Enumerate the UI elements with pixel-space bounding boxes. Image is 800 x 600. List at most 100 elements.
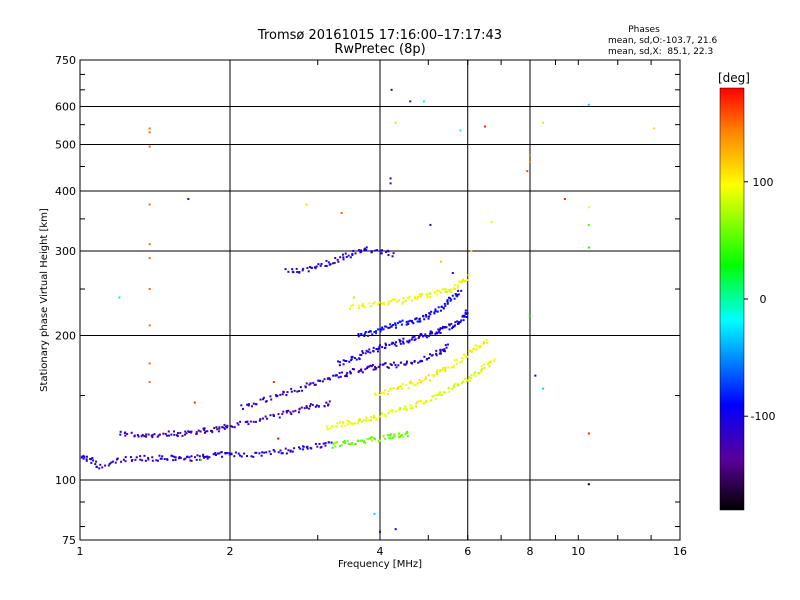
trace-point xyxy=(381,346,384,349)
trace-point xyxy=(247,403,250,406)
trace-point xyxy=(397,364,400,367)
trace-point xyxy=(454,292,457,295)
trace-point xyxy=(363,334,366,337)
trace-point xyxy=(328,400,331,403)
trace-point xyxy=(309,403,312,406)
trace-point xyxy=(406,430,409,433)
trace-point xyxy=(308,383,311,386)
trace-point xyxy=(203,428,206,431)
trace-point xyxy=(378,301,381,304)
trace-point xyxy=(171,455,174,458)
trace-point xyxy=(314,443,317,446)
trace-point xyxy=(414,296,417,299)
trace-point xyxy=(328,377,331,380)
trace-point xyxy=(345,373,348,376)
trace-point xyxy=(361,304,364,307)
trace-point xyxy=(358,369,361,372)
trace-point xyxy=(278,416,281,419)
trace-point xyxy=(223,427,226,430)
trace-point xyxy=(325,259,328,262)
trace-point xyxy=(216,452,219,455)
trace-point xyxy=(334,442,337,445)
trace-point xyxy=(353,368,356,371)
trace-point xyxy=(452,287,455,290)
trace-point xyxy=(373,330,376,333)
trace-point xyxy=(364,306,367,309)
trace-point xyxy=(366,367,369,370)
trace-point xyxy=(349,370,352,373)
trace-point xyxy=(466,355,469,358)
trace-point xyxy=(197,429,200,432)
trace-point xyxy=(298,390,301,393)
trace-point xyxy=(111,460,114,463)
trace-point xyxy=(450,298,453,301)
trace-point xyxy=(429,330,432,333)
trace-point xyxy=(411,336,414,339)
trace-point xyxy=(414,338,417,341)
scatter-point xyxy=(409,100,412,103)
trace-point xyxy=(344,424,347,427)
trace-point xyxy=(444,369,447,372)
trace-point xyxy=(220,451,223,454)
trace-point xyxy=(402,435,405,438)
trace-point xyxy=(397,299,400,302)
trace-point xyxy=(411,321,414,324)
trace-point xyxy=(453,359,456,362)
trace-point xyxy=(173,430,176,433)
trace-point xyxy=(344,252,347,255)
trace-point xyxy=(147,433,150,436)
trace-point xyxy=(418,293,421,296)
trace-point xyxy=(348,360,351,363)
trace-point xyxy=(364,442,367,445)
trace-point xyxy=(370,305,373,308)
trace-point xyxy=(325,425,328,428)
trace-point xyxy=(314,383,317,386)
scatter-point xyxy=(340,212,343,215)
trace-point xyxy=(368,419,371,422)
trace-point xyxy=(376,347,379,350)
trace-point xyxy=(439,391,442,394)
trace-point xyxy=(428,315,431,318)
trace-point xyxy=(486,341,489,344)
trace-point xyxy=(193,456,196,459)
trace-point xyxy=(203,427,206,430)
trace-point xyxy=(466,312,469,315)
trace-point xyxy=(419,381,422,384)
trace-point xyxy=(285,411,288,414)
trace-point xyxy=(438,289,441,292)
scatter-point xyxy=(390,88,393,91)
trace-point xyxy=(444,325,447,328)
trace-point xyxy=(464,312,467,315)
trace-point xyxy=(474,375,477,378)
trace-point xyxy=(317,379,320,382)
trace-point xyxy=(405,320,408,323)
trace-point xyxy=(309,405,312,408)
trace-point xyxy=(453,297,456,300)
trace-point xyxy=(177,457,180,460)
trace-point xyxy=(387,301,390,304)
trace-point xyxy=(436,370,439,373)
trace-point xyxy=(317,263,320,266)
trace-point xyxy=(401,302,404,305)
trace-point xyxy=(418,400,421,403)
trace-point xyxy=(269,395,272,398)
trace-point xyxy=(361,350,364,353)
trace-point xyxy=(352,423,355,426)
trace-point xyxy=(380,328,383,331)
trace-point xyxy=(366,334,369,337)
scatter-point xyxy=(305,203,308,206)
scatter-point xyxy=(148,324,151,327)
trace-point xyxy=(430,354,433,357)
trace-point xyxy=(384,344,387,347)
trace-point xyxy=(437,328,440,331)
trace-point xyxy=(290,390,293,393)
trace-point xyxy=(345,256,348,259)
trace-point xyxy=(287,270,290,273)
trace-point xyxy=(365,248,368,251)
trace-point xyxy=(463,315,466,318)
trace-point xyxy=(397,387,400,390)
trace-point xyxy=(429,353,432,356)
trace-point xyxy=(451,294,454,297)
trace-point xyxy=(306,267,309,270)
trace-point xyxy=(196,454,199,457)
